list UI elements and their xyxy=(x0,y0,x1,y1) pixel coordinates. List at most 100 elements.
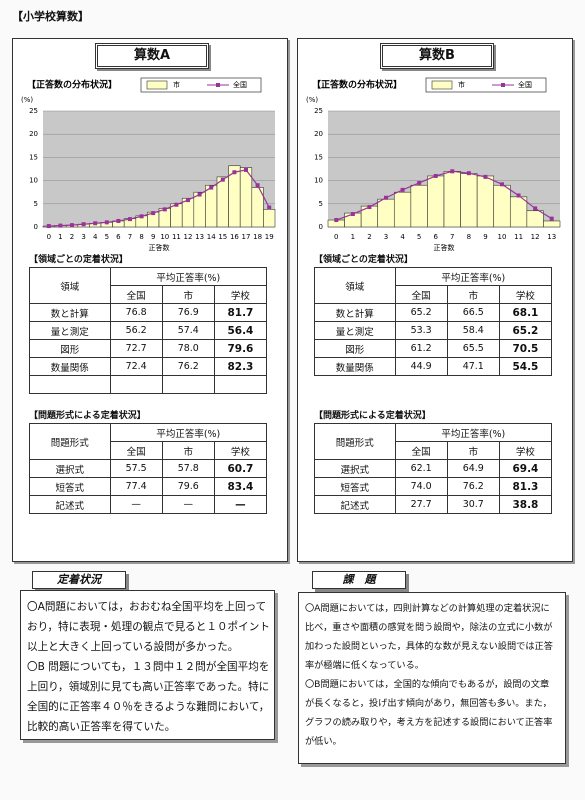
bar xyxy=(205,184,218,228)
table-cell: 57.4 xyxy=(161,321,215,340)
point xyxy=(244,167,248,172)
table-cell: 69.4 xyxy=(498,459,553,478)
bar xyxy=(526,210,544,228)
table-cell: 65.2 xyxy=(394,303,448,322)
page-header: 【小学校算数】 xyxy=(12,10,89,23)
table-cell: 66.5 xyxy=(446,303,500,322)
table-row: 数量関係 44.9 47.1 54.5 xyxy=(314,357,553,376)
panel: 算数B 【正答数の分布状況】 (%) 0 5 10 15 20 25 0 1 2 3 4 5 6 7 8 9 10 11… xyxy=(297,38,573,562)
summary-title: 定着状況 xyxy=(32,571,126,589)
summary-line: が長くなると，投げ出す傾向があり，無回答も多い。また， xyxy=(305,698,552,709)
bar xyxy=(239,167,253,228)
x-tick-label: 13 xyxy=(195,233,204,241)
x-tick-label: 4 xyxy=(400,233,405,241)
table-cell: 62.1 xyxy=(394,459,448,478)
legend-label: 全国 xyxy=(518,80,532,89)
table-header: 平均正答率(%) xyxy=(394,423,553,442)
table-row: 全国市学校 xyxy=(30,441,268,460)
table-cell: 短答式 xyxy=(314,477,396,496)
y-axis-label: (%) xyxy=(306,96,318,104)
summary-line: 以上と大きく上回っている設問が多かった。 xyxy=(27,641,239,653)
table-section: 【領域ごとの定着状況】 領域 平均正答率(%) 全国市学校 数と計算 76.8 76.9 81… xyxy=(29,253,268,394)
x-tick-label: 7 xyxy=(450,233,454,241)
line xyxy=(336,170,553,221)
table-header: 問題形式 xyxy=(314,423,396,460)
point xyxy=(174,202,179,207)
y-tick-label: 5 xyxy=(34,200,38,208)
table-cell xyxy=(29,375,111,394)
point xyxy=(500,182,504,187)
table-cell: 78.0 xyxy=(161,339,215,358)
x-tick-label: 2 xyxy=(367,233,371,241)
summary-line: 〇A問題においては，四則計算などの計算処理の定着状況に xyxy=(305,603,550,614)
bar xyxy=(170,203,183,228)
table-cell: 56.2 xyxy=(109,321,163,340)
point xyxy=(151,211,156,216)
table-cell: 記述式 xyxy=(314,495,396,514)
table-cell: — xyxy=(161,495,215,514)
point xyxy=(186,198,190,203)
x-tick-label: 1 xyxy=(351,233,355,241)
table-cell: 27.7 xyxy=(394,495,448,514)
table-cell: 記述式 xyxy=(29,495,111,514)
summary-box: 〇A問題においては，四則計算などの計算処理の定着状況に 比べ，重さや面積の感覚を問… xyxy=(298,592,566,764)
bar xyxy=(193,191,206,228)
bar xyxy=(216,176,229,228)
table-cell: 81.3 xyxy=(498,477,553,496)
point xyxy=(232,170,237,175)
point xyxy=(93,221,98,226)
table-cell: 60.7 xyxy=(213,459,268,478)
table-section: 【問題形式による定着状況】 問題形式 平均正答率(%) 全国市学校 選択式 62.1 64.… xyxy=(314,409,553,514)
table-cell: 58.4 xyxy=(446,321,500,340)
x-tick-label: 8 xyxy=(467,233,471,241)
x-tick-label: 7 xyxy=(128,233,132,241)
table-row: 記述式 — — — xyxy=(29,495,268,514)
x-tick-label: 18 xyxy=(253,233,262,241)
panel: 算数A 【正答数の分布状況】 (%) 0 5 10 15 20 25 0 1 2 3 4 5 6 7 8 9 10 11… xyxy=(12,38,288,562)
x-tick-label: 9 xyxy=(151,233,155,241)
table-cell: 68.1 xyxy=(498,303,553,322)
table-header: 全国 xyxy=(109,441,163,460)
table: 領域 平均正答率(%) 全国市学校 数と計算 76.8 76.9 81.7 量と測定 56.2 5… xyxy=(29,267,268,394)
summary-line: が低い。 xyxy=(305,736,342,747)
x-axis-label: 正答数 xyxy=(149,243,170,252)
bar xyxy=(377,198,395,228)
point xyxy=(128,217,132,222)
legend-label: 市 xyxy=(458,80,465,89)
x-tick-label: 9 xyxy=(483,233,487,241)
point xyxy=(433,173,438,178)
table-header: 市 xyxy=(446,441,500,460)
point xyxy=(139,214,144,219)
x-tick-label: 3 xyxy=(384,233,388,241)
table-header: 平均正答率(%) xyxy=(109,267,268,286)
table-row: 問題形式 平均正答率(%) xyxy=(314,423,553,460)
table-cell: 76.9 xyxy=(161,303,215,322)
bar xyxy=(476,175,495,228)
table-header: 学校 xyxy=(213,441,268,460)
table-cell: 数量関係 xyxy=(29,357,111,376)
table-header: 学校 xyxy=(213,285,268,304)
table-cell: 61.2 xyxy=(394,339,448,358)
table-cell: 83.4 xyxy=(213,477,268,496)
point xyxy=(400,187,405,192)
table-cell: 54.5 xyxy=(498,357,553,376)
point xyxy=(104,220,109,225)
summary-line: 率が極端に低くなっている。 xyxy=(305,660,424,671)
table-cell: 数と計算 xyxy=(29,303,111,322)
table-cell: 76.2 xyxy=(446,477,500,496)
table-cell: 53.3 xyxy=(394,321,448,340)
table-row: 全国市学校 xyxy=(315,285,553,304)
bar xyxy=(427,175,445,228)
table-header: 平均正答率(%) xyxy=(394,267,553,286)
y-tick-label: 25 xyxy=(29,107,38,115)
point xyxy=(70,223,74,228)
point xyxy=(81,222,86,227)
table-header: 問題形式 xyxy=(29,423,111,460)
table-cell: 38.8 xyxy=(498,495,553,514)
y-axis-label: (%) xyxy=(21,96,33,104)
legend-marker xyxy=(501,83,505,87)
table-cell: — xyxy=(213,495,268,514)
legend-swatch xyxy=(146,80,168,90)
table-cell: 64.9 xyxy=(446,459,500,478)
